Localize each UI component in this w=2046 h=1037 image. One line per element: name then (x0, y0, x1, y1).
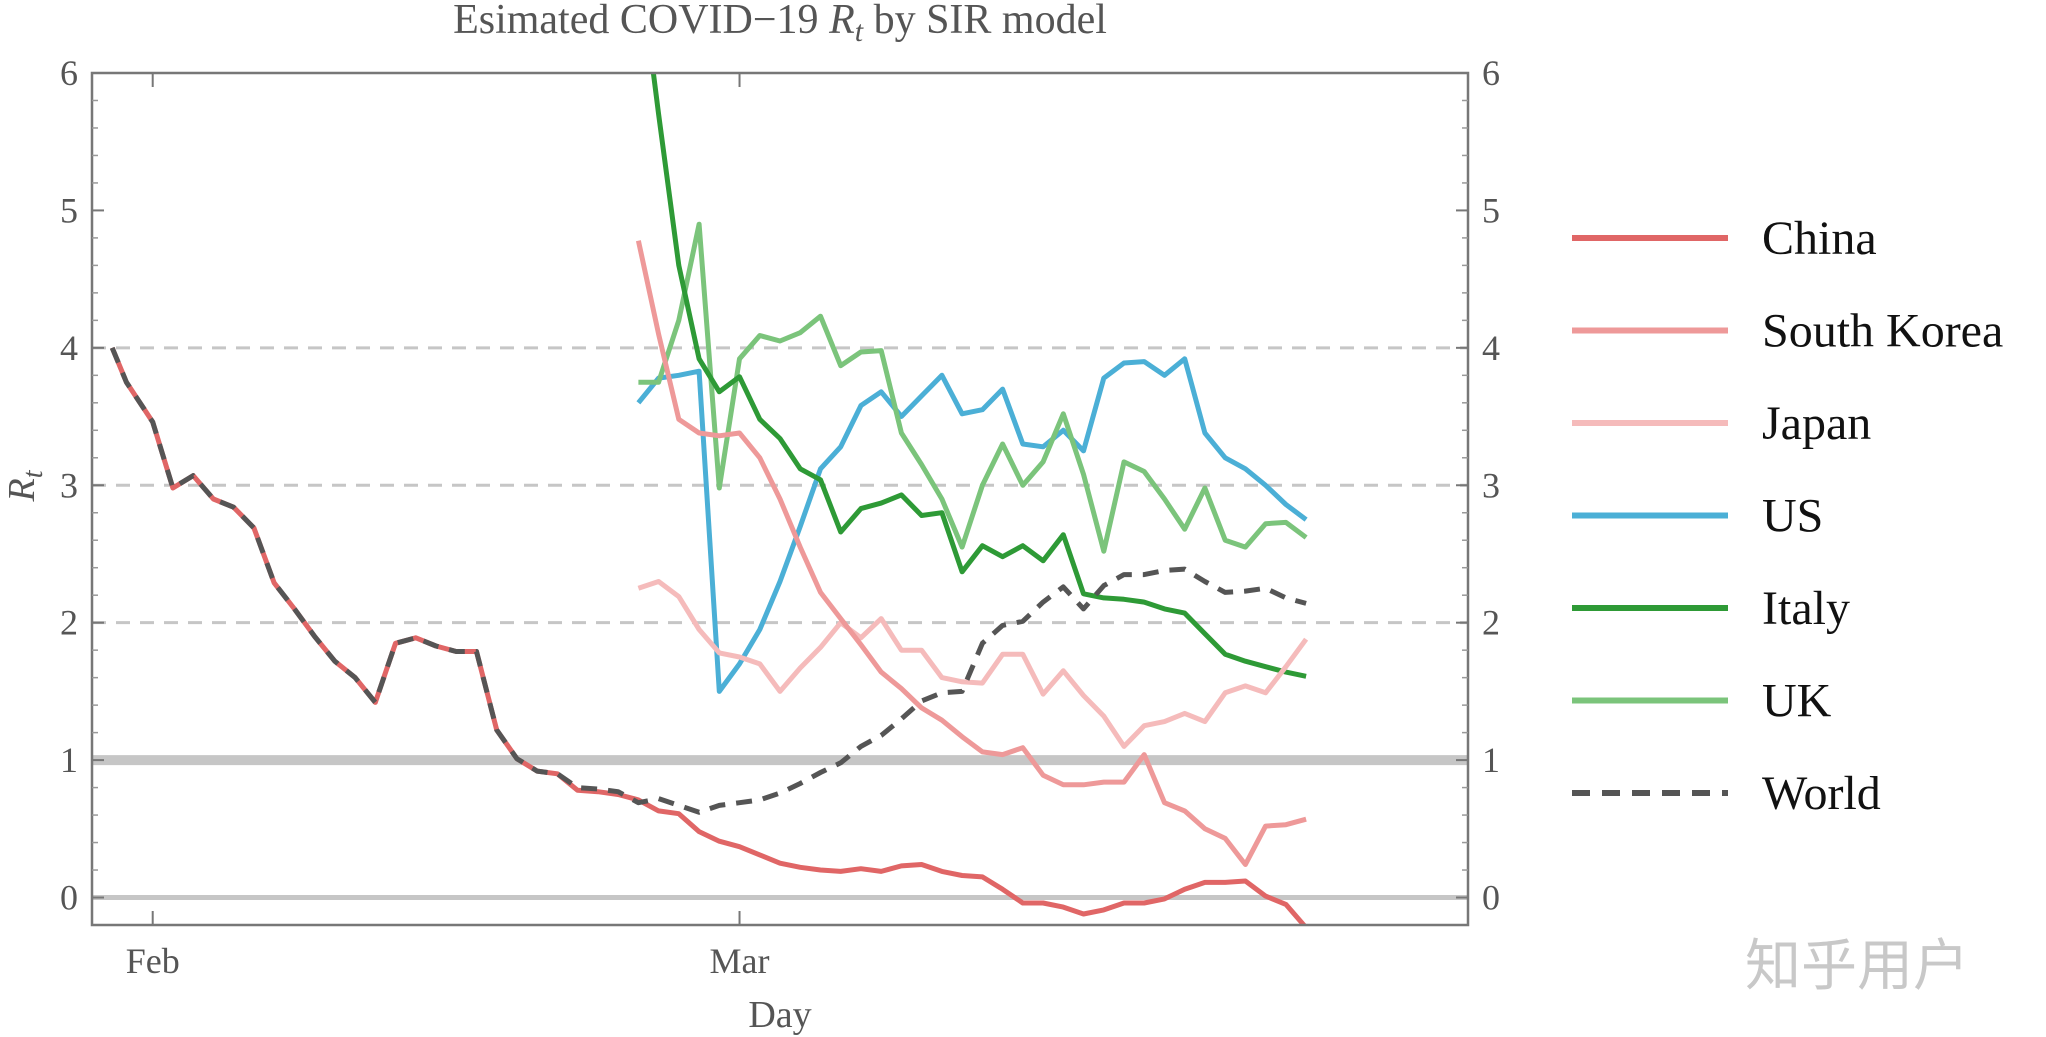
legend-label-south-korea: South Korea (1762, 305, 2003, 358)
y-tick-label-right: 0 (1482, 878, 1500, 918)
x-axis-title: Day (748, 994, 811, 1036)
y-tick-label-left: 5 (60, 190, 78, 230)
legend-label-china: China (1762, 212, 1877, 265)
series-line-south-korea (635, 240, 1307, 867)
chart-title: Esimated COVID−19 Rt by SIR model (453, 0, 1107, 48)
y-tick-label-left: 4 (60, 328, 78, 368)
watermark: 知乎用户 (1745, 934, 1969, 999)
y-tick-label-right: 3 (1482, 465, 1500, 505)
y-tick-label-left: 6 (60, 53, 78, 93)
series-line-japan (637, 579, 1309, 749)
series-line-italy (650, 73, 1307, 679)
series-line-uk (638, 221, 1308, 554)
x-tick-label: Mar (710, 941, 770, 981)
legend-label-world: World (1762, 767, 1881, 820)
y-tick-label-right: 6 (1482, 53, 1500, 93)
y-tick-label-left: 1 (60, 740, 78, 780)
legend-label-japan: Japan (1762, 397, 1871, 450)
y-tick-label-left: 2 (60, 603, 78, 643)
y-axis-title: Rt (1, 469, 49, 502)
axis-ticks: 0 0 1 1 2 2 3 3 4 4 5 5 6 6 Feb Mar (60, 53, 1500, 981)
y-tick-label-right: 5 (1482, 190, 1500, 230)
series-line-world (109, 346, 1307, 815)
y-tick-label-right: 4 (1482, 328, 1500, 368)
series-line-us (636, 356, 1308, 694)
y-tick-label-left: 0 (60, 878, 78, 918)
legend-label-us: US (1762, 490, 1823, 543)
y-tick-label-left: 3 (60, 465, 78, 505)
x-tick-label: Feb (126, 941, 180, 981)
legend: China South Korea Japan US Italy UK World (1572, 212, 2003, 820)
legend-label-italy: Italy (1762, 582, 1850, 635)
legend-label-uk: UK (1762, 675, 1832, 728)
grid-lines (92, 346, 1468, 901)
y-tick-label-right: 1 (1482, 740, 1500, 780)
plot-frame (90, 71, 1470, 927)
y-tick-label-right: 2 (1482, 603, 1500, 643)
series-lines (109, 73, 1309, 925)
